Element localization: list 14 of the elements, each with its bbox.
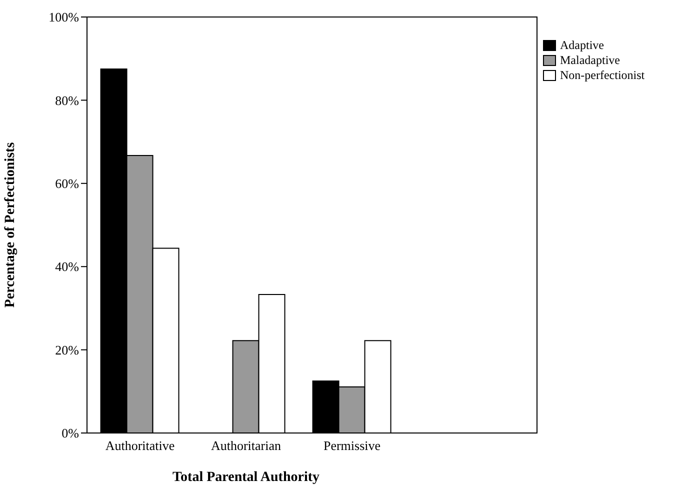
- y-tick-label: 60%: [55, 176, 80, 192]
- legend-label: Maladaptive: [560, 53, 620, 68]
- y-tick-label: 40%: [55, 259, 80, 274]
- y-axis-title: Percentage of Perfectionists: [2, 142, 18, 308]
- x-tick-label: Authoritative: [105, 438, 175, 454]
- y-tick-label: 20%: [55, 342, 80, 358]
- x-tick-label: Permissive: [323, 438, 381, 454]
- legend-label: Adaptive: [560, 38, 604, 53]
- legend-label: Non-perfectionist: [560, 68, 645, 83]
- x-tick-label: Authoritarian: [210, 438, 282, 454]
- y-tick-label: 0%: [62, 426, 80, 441]
- x-axis-title: Total Parental Authority: [172, 470, 320, 485]
- y-tick-label: 100%: [48, 10, 80, 25]
- y-tick-label: 80%: [55, 92, 80, 108]
